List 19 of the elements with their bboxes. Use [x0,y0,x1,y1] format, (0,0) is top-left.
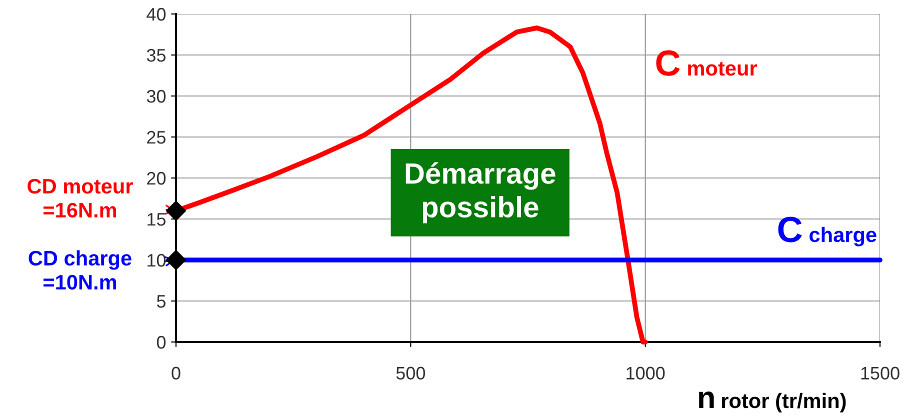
y-tick-label: 25 [147,130,166,144]
annotation: CD charge =10N.m [28,250,132,290]
y-tick-label: 30 [146,90,166,103]
x-tick-label: 1500 [861,366,900,380]
annotation: CD moteur =16N.m [28,178,133,218]
series-label: C moteur [656,50,758,76]
y-tick-label: 10 [148,254,166,267]
x-axis-title: n rotor (tr/min) [699,392,846,412]
annotation: Démarrage possible [406,162,556,224]
y-tick-label: 15 [148,213,166,226]
y-tick-label: 35 [146,48,166,62]
y-tick-label: 20 [147,172,166,185]
x-tick-label: 0 [172,366,180,380]
x-tick-label: 500 [396,366,426,380]
y-tick-label: 40 [146,8,166,21]
series-label: C charge [778,216,876,246]
x-tick-label: 1000 [626,366,665,380]
y-tick-label: 0 [156,336,166,349]
y-tick-label: 5 [156,295,166,308]
